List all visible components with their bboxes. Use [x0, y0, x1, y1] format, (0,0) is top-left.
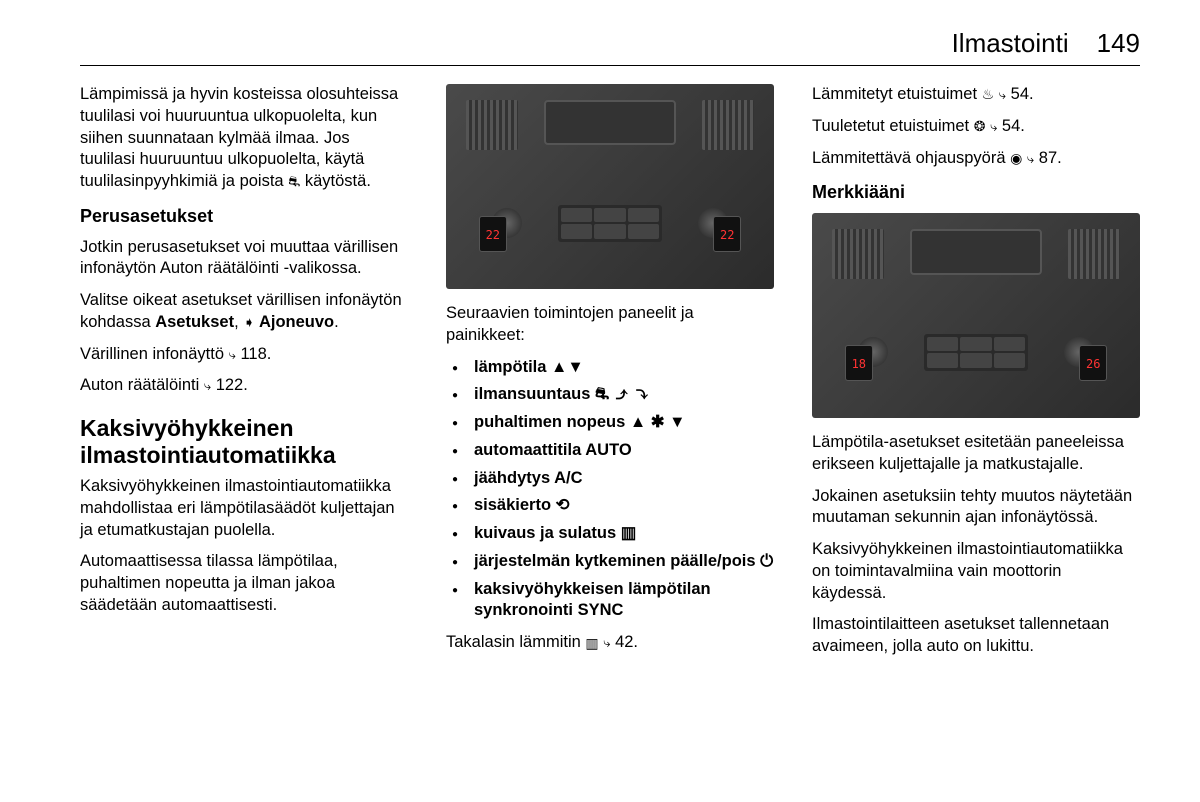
item-label: automaattitila AUTO — [474, 441, 632, 459]
function-list: lämpötila ▲▼ ilmansuuntaus ⛐ ⤴ ⤵ puhalti… — [446, 357, 774, 623]
text: 54. — [1006, 85, 1034, 103]
paragraph: Tuuletetut etuistuimet ❂ ⤷ 54. — [812, 116, 1140, 138]
text: Tuuletetut etuistuimet — [812, 117, 974, 135]
heated-seat-icon: ♨ — [982, 85, 995, 103]
item-label: kaksivyöhykkeisen lämpötilan synkronoint… — [474, 580, 711, 620]
text: Värillinen infonäyttö — [80, 345, 229, 363]
text: käytöstä. — [300, 172, 371, 190]
temp-display-right: 22 — [713, 216, 741, 252]
text: 54. — [997, 117, 1025, 135]
column-2: 22 22 Seuraavien toimintojen paneelit ja… — [446, 84, 774, 668]
heading-perusasetukset: Perusasetukset — [80, 205, 408, 229]
text: 122. — [211, 376, 248, 394]
text: . — [334, 313, 339, 331]
text: 87. — [1034, 149, 1062, 167]
list-item: kuivaus ja sulatus ▥ — [452, 523, 774, 545]
text-bold: Asetukset — [155, 313, 234, 331]
item-label: ilmansuuntaus — [474, 385, 595, 403]
list-item: kaksivyöhykkeisen lämpötilan synkronoint… — [452, 579, 774, 623]
vent-graphic — [1068, 229, 1120, 278]
column-1: Lämpimissä ja hyvin kosteissa olosuhteis… — [80, 84, 408, 668]
text: 118. — [236, 345, 271, 363]
list-item: sisäkierto ⟲ — [452, 495, 774, 517]
text: Lämmitettävä ohjauspyörä — [812, 149, 1010, 167]
paragraph: Lämpimissä ja hyvin kosteissa olosuhteis… — [80, 84, 408, 193]
temp-display-right: 26 — [1079, 345, 1107, 381]
paragraph: Lämpötila-asetukset esitetään paneeleiss… — [812, 432, 1140, 476]
paragraph: Takalasin lämmitin ▥ ⤷ 42. — [446, 632, 774, 654]
list-item: automaattitila AUTO — [452, 440, 774, 462]
paragraph: Valitse oikeat asetukset värillisen info… — [80, 290, 408, 334]
item-label: järjestelmän kytkeminen päälle/pois — [474, 552, 760, 570]
item-label: jäähdytys A/C — [474, 469, 583, 487]
paragraph: Ilmastointilaitteen asetukset tallenneta… — [812, 614, 1140, 658]
list-item: puhaltimen nopeus ▲ ✱ ▼ — [452, 412, 774, 434]
paragraph: Kaksivyöhykkeinen ilmastointiautomatiikk… — [812, 539, 1140, 604]
button-row-graphic — [924, 334, 1029, 371]
page-number: 149 — [1097, 28, 1140, 59]
arrow-icon: ➧ — [243, 313, 255, 331]
item-icons: ⛐ ⤴ ⤵ — [595, 385, 650, 403]
paragraph: Värillinen infonäyttö ⤷ 118. — [80, 344, 408, 366]
pageref-icon: ⤷ — [999, 87, 1006, 102]
list-item: järjestelmän kytkeminen päälle/pois ⏻ — [452, 551, 774, 573]
paragraph: Kaksivyöhykkeinen ilmastointiautomatiikk… — [80, 476, 408, 541]
screen-graphic — [544, 100, 675, 145]
item-label: puhaltimen nopeus — [474, 413, 630, 431]
item-label: kuivaus ja sulatus — [474, 524, 621, 542]
rear-defrost-icon: ▥ — [585, 634, 598, 652]
screen-graphic — [910, 229, 1041, 274]
vent-graphic — [702, 100, 754, 149]
list-item: lämpötila ▲▼ — [452, 357, 774, 379]
paragraph: Jokainen asetuksiin tehty muutos näytetä… — [812, 486, 1140, 530]
text: Auton räätälöinti — [80, 376, 204, 394]
column-3: Lämmitetyt etuistuimet ♨ ⤷ 54. Tuuletetu… — [812, 84, 1140, 668]
heading-merkkiaani: Merkkiääni — [812, 181, 1140, 205]
button-row-graphic — [558, 205, 663, 242]
text: Lämmitetyt etuistuimet — [812, 85, 982, 103]
item-icons: ▲▼ — [551, 358, 584, 376]
vent-graphic — [466, 100, 518, 149]
text-bold: Ajoneuvo — [255, 313, 334, 331]
temp-display-left: 22 — [479, 216, 507, 252]
vent-graphic — [832, 229, 884, 278]
paragraph: Auton räätälöinti ⤷ 122. — [80, 375, 408, 397]
list-item: jäähdytys A/C — [452, 468, 774, 490]
list-item: ilmansuuntaus ⛐ ⤴ ⤵ — [452, 384, 774, 406]
item-icons: ⟲ — [556, 496, 570, 514]
paragraph: Automaattisessa tilassa lämpötilaa, puha… — [80, 551, 408, 616]
heading-main: Kaksivyöhykkeinen ilmastointiautomatiikk… — [80, 415, 408, 468]
paragraph: Lämmitettävä ohjauspyörä ◉ ⤷ 87. — [812, 148, 1140, 170]
item-label: sisäkierto — [474, 496, 556, 514]
item-label: lämpötila — [474, 358, 551, 376]
windshield-icon: ⛐ — [288, 172, 300, 190]
temp-display-left: 18 — [845, 345, 873, 381]
pageref-icon: ⤷ — [603, 635, 610, 650]
item-icons: ⏻ — [760, 552, 773, 570]
text: Takalasin lämmitin — [446, 633, 585, 651]
pageref-icon: ⤷ — [229, 347, 236, 362]
chapter-title: Ilmastointi — [952, 28, 1069, 59]
content-columns: Lämpimissä ja hyvin kosteissa olosuhteis… — [80, 84, 1140, 668]
paragraph: Jotkin perusasetukset voi muuttaa värill… — [80, 237, 408, 281]
text: , — [234, 313, 243, 331]
dashboard-photo-1: 22 22 — [446, 84, 774, 289]
dashboard-photo-2: 18 26 — [812, 213, 1140, 418]
ventilated-seat-icon: ❂ — [974, 117, 986, 135]
item-icons: ▲ ✱ ▼ — [630, 413, 686, 431]
paragraph: Lämmitetyt etuistuimet ♨ ⤷ 54. — [812, 84, 1140, 106]
list-intro: Seuraavien toimintojen paneelit ja paini… — [446, 303, 774, 347]
item-icons: ▥ — [621, 524, 637, 542]
text: 42. — [611, 633, 639, 651]
heated-wheel-icon: ◉ — [1010, 149, 1022, 167]
page-header: Ilmastointi 149 — [80, 28, 1140, 66]
